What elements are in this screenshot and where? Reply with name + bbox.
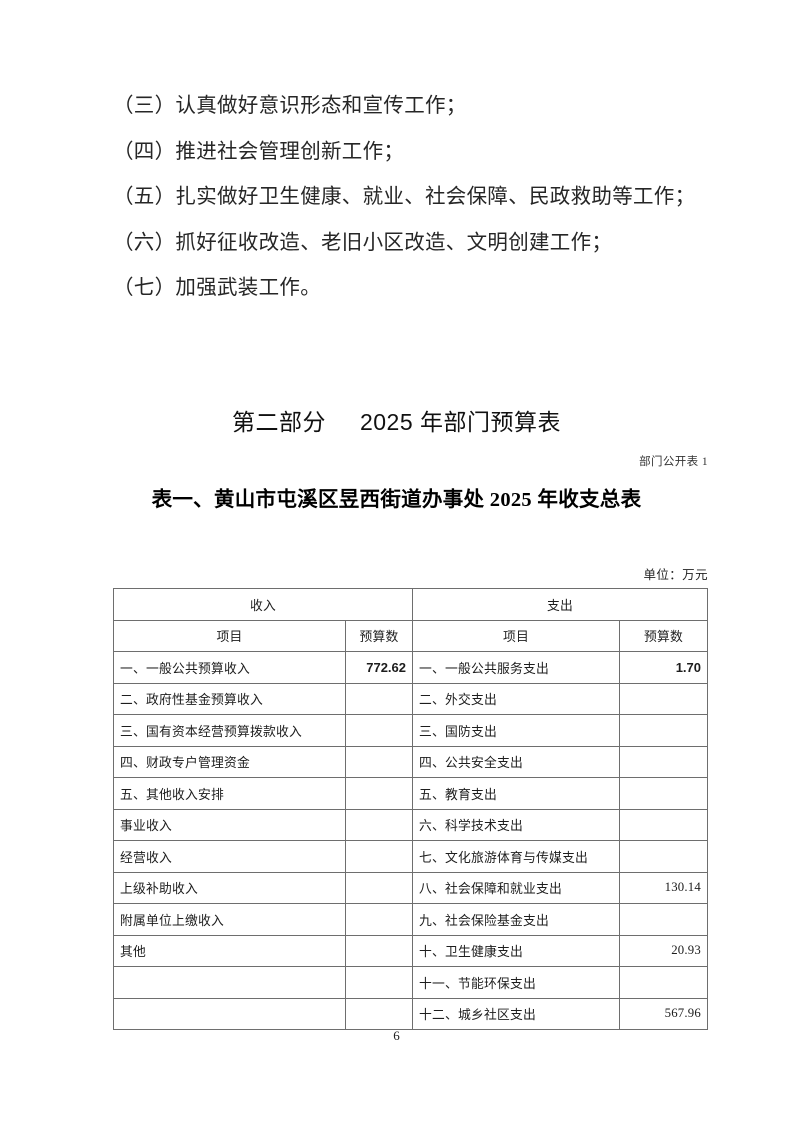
cell-income-value [345, 714, 413, 747]
cell-expense-value [619, 745, 708, 778]
public-table-label: 部门公开表 1 [639, 456, 708, 468]
table-row: 一、一般公共预算收入 772.62 一、一般公共服务支出 1.70 [113, 651, 708, 684]
cell-expense-item: 四、公共安全支出 [412, 745, 620, 778]
group-header-expenditure: 支出 [412, 588, 708, 621]
paragraph-item: （七）加强武装工作。 [113, 277, 321, 299]
cell-income-item: 一、一般公共预算收入 [113, 651, 346, 684]
cell-income-item: 其他 [113, 934, 346, 967]
cell-expense-item: 三、国防支出 [412, 714, 620, 747]
cell-income-value: 772.62 [345, 651, 413, 684]
table-row: 五、其他收入安排 五、教育支出 [113, 777, 708, 810]
budget-table-body: 收入 支出 项目 预算数 项目 预算数 一、一般公共预算收入 772.62 一、一般… [113, 588, 708, 1030]
column-header-expense-budget: 预算数 [619, 619, 708, 652]
cell-expense-value [619, 714, 708, 747]
table-row: 四、财政专户管理资金 四、公共安全支出 [113, 745, 708, 778]
cell-income-value [345, 840, 413, 873]
cell-income-value [345, 934, 413, 967]
paragraph-item: （三）认真做好意识形态和宣传工作； [113, 95, 467, 117]
cell-income-item [113, 997, 346, 1030]
table-row: 上级补助收入 八、社会保障和就业支出 130.14 [113, 871, 708, 904]
table-row: 事业收入 六、科学技术支出 [113, 808, 708, 841]
cell-income-item: 上级补助收入 [113, 871, 346, 904]
cell-expense-value: 1.70 [619, 651, 708, 684]
cell-income-value [345, 903, 413, 936]
cell-income-item: 三、国有资本经营预算拨款收入 [113, 714, 346, 747]
cell-expense-value [619, 840, 708, 873]
cell-expense-item: 七、文化旅游体育与传媒支出 [412, 840, 620, 873]
cell-expense-value [619, 808, 708, 841]
cell-income-value [345, 745, 413, 778]
table-group-header-row: 收入 支出 [113, 588, 708, 621]
table-row: 十一、节能环保支出 [113, 966, 708, 999]
cell-expense-item: 十二、城乡社区支出 [412, 997, 620, 1030]
paragraph-item: （四）推进社会管理创新工作； [113, 140, 405, 163]
cell-expense-value: 567.96 [619, 997, 708, 1030]
cell-expense-item: 一、一般公共服务支出 [412, 651, 620, 684]
page-number: 6 [393, 1028, 400, 1043]
paragraph-list: （三）认真做好意识形态和宣传工作； （四）推进社会管理创新工作； （五）扎实做好卫生… [113, 96, 713, 324]
cell-income-item: 四、财政专户管理资金 [113, 745, 346, 778]
table-row: 十二、城乡社区支出 567.96 [113, 997, 708, 1030]
cell-expense-item: 九、社会保险基金支出 [412, 903, 620, 936]
paragraph-item: （六）抓好征收改造、老旧小区改造、文明创建工作； [113, 231, 613, 254]
cell-expense-item: 十一、节能环保支出 [412, 966, 620, 999]
table-row: 二、政府性基金预算收入 二、外交支出 [113, 682, 708, 715]
cell-expense-item: 六、科学技术支出 [412, 808, 620, 841]
column-header-income-item: 项目 [113, 619, 346, 652]
paragraph-item: （五）扎实做好卫生健康、就业、社会保障、民政救助等工作； [113, 186, 696, 208]
table-title: 表一、黄山市屯溪区昱西街道办事处 2025 年收支总表 [151, 489, 642, 511]
cell-income-value [345, 777, 413, 810]
cell-income-value [345, 808, 413, 841]
cell-expense-item: 五、教育支出 [412, 777, 620, 810]
budget-table: 收入 支出 项目 预算数 项目 预算数 一、一般公共预算收入 772.62 一、一般… [113, 588, 708, 1030]
cell-expense-value [619, 903, 708, 936]
cell-income-value [345, 682, 413, 715]
cell-expense-value: 130.14 [619, 871, 708, 904]
table-row: 三、国有资本经营预算拨款收入 三、国防支出 [113, 714, 708, 747]
table-row: 经营收入 七、文化旅游体育与传媒支出 [113, 840, 708, 873]
cell-income-item: 二、政府性基金预算收入 [113, 682, 346, 715]
part-heading-label: 第二部分 [231, 409, 326, 435]
part-heading-title: 2025 年部门预算表 [359, 409, 562, 435]
cell-expense-item: 二、外交支出 [412, 682, 620, 715]
cell-income-value [345, 966, 413, 999]
column-header-expense-item: 项目 [412, 619, 620, 652]
cell-income-value [345, 871, 413, 904]
table-column-header-row: 项目 预算数 项目 预算数 [113, 619, 708, 652]
group-header-income: 收入 [113, 588, 413, 621]
cell-expense-value [619, 682, 708, 715]
cell-expense-value [619, 966, 708, 999]
cell-expense-value [619, 777, 708, 810]
cell-income-item: 附属单位上缴收入 [113, 903, 346, 936]
table-row: 其他 十、卫生健康支出 20.93 [113, 934, 708, 967]
cell-income-item [113, 966, 346, 999]
part-heading: 第二部分 2025 年部门预算表 [0, 403, 793, 437]
unit-label: 单位：万元 [643, 568, 708, 582]
cell-income-item: 事业收入 [113, 808, 346, 841]
cell-income-item: 五、其他收入安排 [113, 777, 346, 810]
cell-expense-item: 十、卫生健康支出 [412, 934, 620, 967]
cell-expense-value: 20.93 [619, 934, 708, 967]
column-header-income-budget: 预算数 [345, 619, 413, 652]
cell-expense-item: 八、社会保障和就业支出 [412, 871, 620, 904]
cell-income-value [345, 997, 413, 1030]
cell-income-item: 经营收入 [113, 840, 346, 873]
table-row: 附属单位上缴收入 九、社会保险基金支出 [113, 903, 708, 936]
